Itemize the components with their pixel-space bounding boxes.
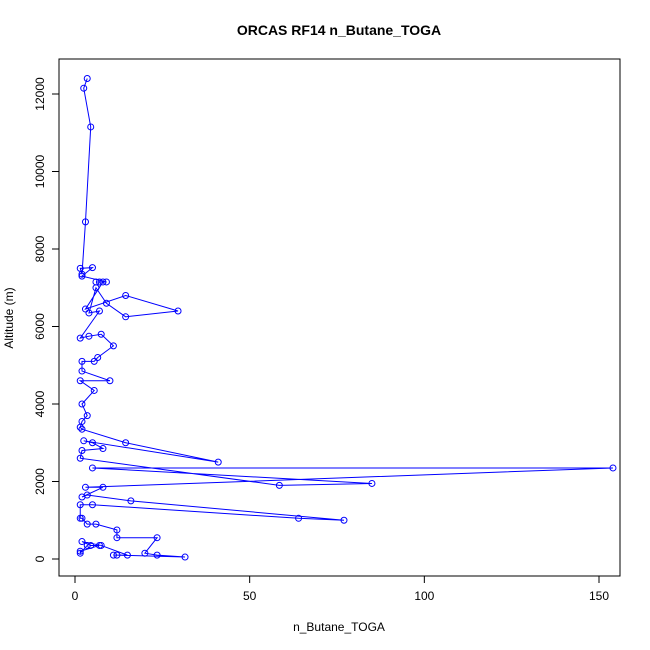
y-tick-label: 0 xyxy=(33,555,47,562)
y-tick-label: 4000 xyxy=(33,390,47,417)
data-point xyxy=(83,491,91,499)
y-axis-label: Altitude (m) xyxy=(2,287,16,348)
y-tick-label: 6000 xyxy=(33,313,47,340)
data-point xyxy=(609,464,617,472)
data-point xyxy=(78,447,86,454)
data-point xyxy=(95,278,103,286)
data-point xyxy=(87,123,95,131)
data-point xyxy=(95,541,103,549)
data-point xyxy=(80,437,88,445)
data-point xyxy=(109,551,117,559)
x-tick-label: 100 xyxy=(414,589,434,603)
x-tick-label: 50 xyxy=(243,589,257,603)
data-series xyxy=(76,75,617,561)
data-point xyxy=(88,264,96,272)
data-point xyxy=(78,514,86,522)
y-tick-label: 10000 xyxy=(33,154,47,188)
data-point xyxy=(78,357,86,365)
data-point xyxy=(275,481,283,489)
data-point xyxy=(83,541,91,549)
data-point xyxy=(99,483,107,491)
x-axis: 0 50 100 150 xyxy=(72,575,609,603)
data-point xyxy=(78,538,86,546)
data-point xyxy=(95,307,103,315)
data-point xyxy=(76,264,84,272)
data-point xyxy=(83,520,91,528)
data-point xyxy=(83,412,91,420)
data-point xyxy=(102,299,110,307)
plot-frame xyxy=(58,58,621,577)
data-point xyxy=(295,514,303,522)
data-point xyxy=(88,464,96,472)
data-point xyxy=(76,454,84,462)
x-tick-label: 150 xyxy=(589,589,609,603)
data-point xyxy=(102,278,110,286)
data-point xyxy=(81,305,89,313)
data-point xyxy=(174,307,182,315)
data-point xyxy=(78,272,86,280)
data-point xyxy=(78,425,86,433)
data-point xyxy=(85,309,93,317)
data-point xyxy=(90,386,98,394)
data-point xyxy=(181,553,189,561)
data-point xyxy=(94,354,102,361)
y-axis: 0 2000 4000 6000 8000 10000 12000 xyxy=(33,77,60,562)
data-point xyxy=(76,377,84,385)
data-point xyxy=(122,313,130,321)
data-point xyxy=(97,330,105,338)
data-point xyxy=(106,377,114,385)
y-tick-label: 12000 xyxy=(33,77,47,111)
data-point xyxy=(122,292,130,299)
data-point xyxy=(127,497,135,505)
data-point xyxy=(85,332,93,340)
data-point xyxy=(92,284,100,292)
data-point xyxy=(214,458,222,466)
data-point xyxy=(153,534,161,542)
data-point xyxy=(76,547,84,555)
data-point xyxy=(368,479,376,487)
chart-title: ORCAS RF14 n_Butane_TOGA xyxy=(237,22,441,38)
x-tick-label: 0 xyxy=(72,589,79,603)
data-point xyxy=(78,367,86,375)
data-point xyxy=(123,551,131,559)
data-point xyxy=(99,278,107,286)
data-point xyxy=(76,549,84,557)
data-point xyxy=(109,342,117,350)
data-point xyxy=(122,439,130,447)
data-point xyxy=(92,520,100,528)
data-point xyxy=(153,551,161,559)
data-point xyxy=(80,84,88,92)
series-line xyxy=(78,78,613,558)
data-point xyxy=(113,526,121,534)
y-tick-label: 8000 xyxy=(33,235,47,262)
data-point xyxy=(81,483,89,491)
data-point xyxy=(87,541,95,549)
y-tick-label: 2000 xyxy=(33,468,47,495)
data-point xyxy=(340,516,348,524)
data-point xyxy=(83,75,91,82)
data-point xyxy=(113,534,121,542)
data-point xyxy=(88,439,96,447)
data-point xyxy=(76,501,84,509)
data-point xyxy=(76,334,84,342)
data-point xyxy=(113,551,121,559)
data-point xyxy=(78,400,86,408)
data-point xyxy=(99,445,107,453)
data-point xyxy=(81,218,89,226)
data-point xyxy=(76,423,84,431)
data-point xyxy=(88,501,96,509)
x-axis-label: n_Butane_TOGA xyxy=(293,620,385,634)
data-point xyxy=(141,549,149,557)
data-point xyxy=(90,357,98,365)
